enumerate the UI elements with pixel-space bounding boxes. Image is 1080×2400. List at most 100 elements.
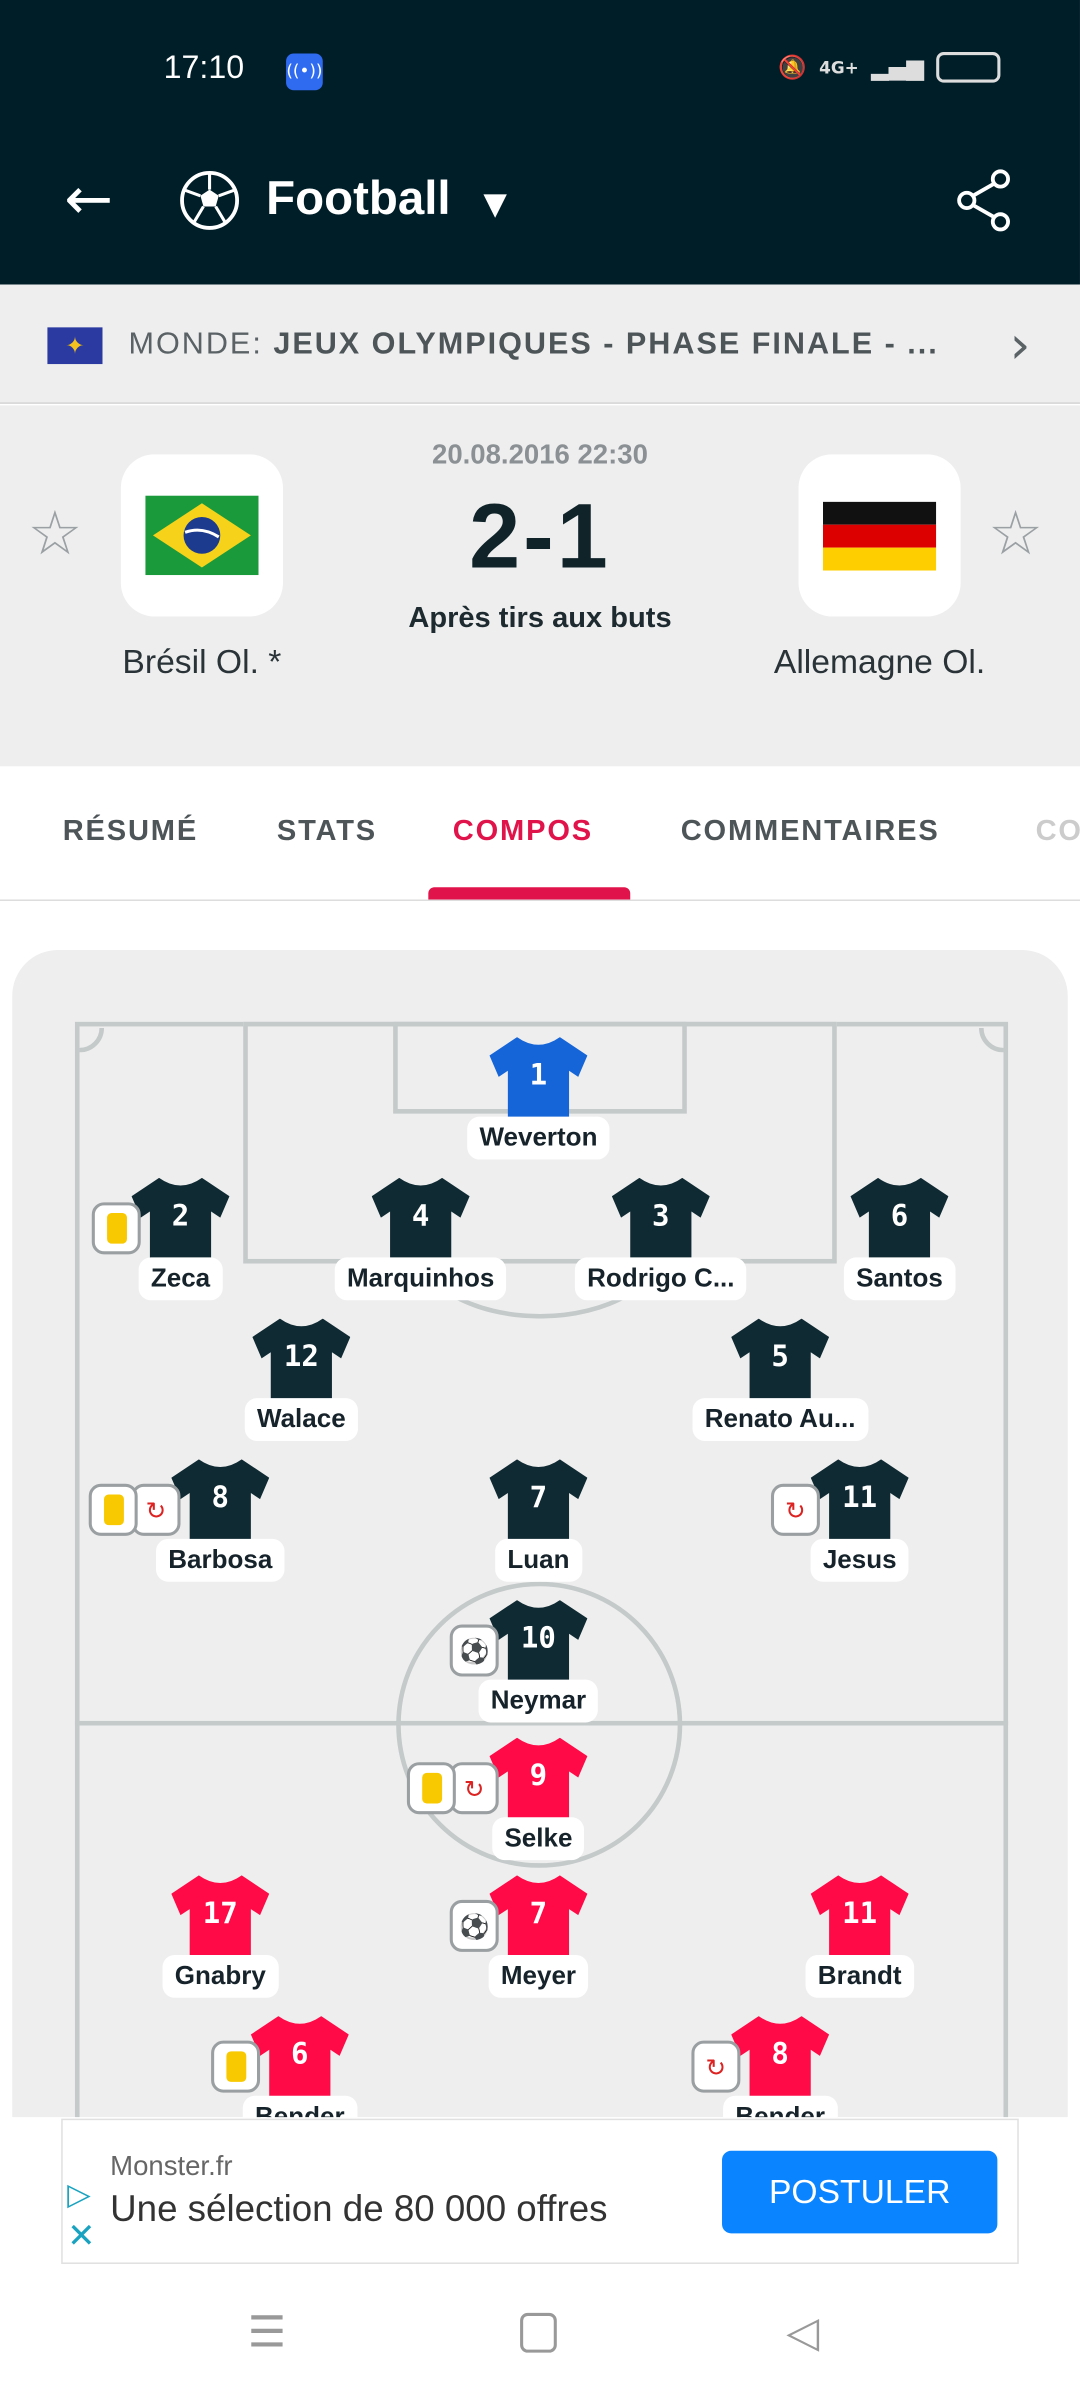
player-name[interactable]: Barbosa xyxy=(156,1538,285,1582)
player-name[interactable]: Gnabry xyxy=(162,1954,279,1998)
away-team-name[interactable]: Allemagne Ol. xyxy=(773,642,986,681)
germany-flag-icon xyxy=(822,501,937,571)
shirt-number: 7 xyxy=(529,1480,548,1515)
battery-icon xyxy=(936,52,1001,83)
player-name[interactable]: Renato Au... xyxy=(692,1398,868,1441)
player-shirt[interactable]: 5 xyxy=(731,1318,830,1408)
shirt-number: 8 xyxy=(771,2037,789,2072)
ad-source[interactable]: Monster.fr xyxy=(110,2150,233,2182)
player-name[interactable]: Rodrigo C... xyxy=(574,1257,747,1301)
tab-compos[interactable]: COMPOS xyxy=(452,815,593,848)
shirt-icon xyxy=(489,1459,588,1549)
goal-ball-icon: ⚽ xyxy=(449,1899,499,1952)
shirt-number: 8 xyxy=(211,1480,230,1515)
competition-title[interactable]: MONDE: JEUX OLYMPIQUES - PHASE FINALE - … xyxy=(128,327,938,362)
player-name[interactable]: Zeca xyxy=(138,1257,223,1301)
shirt-icon xyxy=(810,1459,909,1549)
back-button[interactable]: ← xyxy=(64,165,113,233)
player-shirt[interactable]: 1 xyxy=(489,1037,588,1126)
home-team-logo[interactable] xyxy=(120,454,283,617)
shirt-number: 10 xyxy=(520,1621,556,1656)
player-name[interactable]: Walace xyxy=(244,1398,358,1441)
ad-close-icon[interactable]: ✕ xyxy=(67,2218,96,2257)
ad-cta-button[interactable]: POSTULER xyxy=(722,2150,998,2234)
player-name[interactable]: Meyer xyxy=(488,1954,589,1998)
recent-apps-icon[interactable]: ☰ xyxy=(247,2306,287,2358)
player-name[interactable]: Santos xyxy=(843,1257,956,1301)
soccer-ball-icon xyxy=(180,170,240,230)
shirt-icon xyxy=(850,1177,949,1267)
player-shirt[interactable]: 12 xyxy=(252,1318,351,1408)
shirt-number: 7 xyxy=(529,1896,548,1931)
world-flag-icon: ✦ xyxy=(47,327,103,365)
share-icon[interactable] xyxy=(955,168,1016,232)
competition-bar[interactable] xyxy=(0,284,1080,404)
player-shirt[interactable]: 2 xyxy=(131,1177,230,1267)
shirt-icon xyxy=(731,1318,830,1408)
shirt-number: 11 xyxy=(842,1480,878,1515)
favorite-away-star-icon[interactable]: ☆ xyxy=(988,498,1044,570)
substitution-icon: ↻ xyxy=(691,2040,741,2093)
substitution-icon: ↻ xyxy=(131,1483,181,1536)
system-icons: 🔕 4G+ ▂▄▆ xyxy=(778,52,1001,83)
player-shirt[interactable]: 6 xyxy=(850,1177,949,1267)
shirt-number: 6 xyxy=(890,1199,909,1233)
sport-selector[interactable]: Football xyxy=(266,171,451,225)
player-name[interactable]: Luan xyxy=(495,1538,582,1582)
away-team-logo[interactable] xyxy=(798,454,961,617)
dropdown-caret-icon[interactable]: ▼ xyxy=(483,185,507,222)
active-tab-indicator xyxy=(428,887,631,900)
shirt-icon xyxy=(131,1177,230,1267)
player-name[interactable]: Weverton xyxy=(467,1116,610,1160)
player-shirt[interactable]: 11 xyxy=(810,1875,909,1965)
shirt-icon xyxy=(611,1177,710,1267)
player-shirt[interactable]: 4 xyxy=(371,1177,470,1267)
hotspot-icon: ((•)) xyxy=(286,53,323,91)
player-name[interactable]: Bender xyxy=(723,2095,838,2118)
player-name[interactable]: Marquinhos xyxy=(334,1257,507,1301)
yellow-card-icon xyxy=(211,2040,261,2093)
player-shirt[interactable]: 6 xyxy=(250,2016,349,2105)
tab-bar: RÉSUMÉ STATS COMPOS COMMENTAIRES CO xyxy=(0,766,1080,901)
top-bar xyxy=(0,0,1080,285)
home-team-name[interactable]: Brésil Ol. * xyxy=(122,642,282,681)
tab-more[interactable]: CO xyxy=(1035,815,1080,848)
network-label: 4G+ xyxy=(819,57,859,78)
yellow-card-icon xyxy=(91,1202,141,1255)
shirt-icon xyxy=(489,1875,588,1965)
player-shirt[interactable]: 7 xyxy=(489,1459,588,1549)
goal-ball-icon: ⚽ xyxy=(449,1624,499,1677)
shirt-icon xyxy=(489,1037,588,1126)
tab-stats[interactable]: STATS xyxy=(276,815,378,848)
player-shirt[interactable]: 7 xyxy=(489,1875,588,1965)
tab-resume[interactable]: RÉSUMÉ xyxy=(62,815,199,848)
shirt-number: 9 xyxy=(529,1759,548,1793)
shirt-icon xyxy=(489,1600,588,1689)
tab-commentaires[interactable]: COMMENTAIRES xyxy=(680,815,940,848)
player-shirt[interactable]: 17 xyxy=(171,1875,270,1965)
favorite-home-star-icon[interactable]: ☆ xyxy=(27,498,83,570)
shirt-icon xyxy=(731,2016,830,2105)
signal-icon: ▂▄▆ xyxy=(870,53,924,82)
chevron-right-icon[interactable]: › xyxy=(1009,315,1031,377)
player-shirt[interactable]: 9 xyxy=(489,1737,588,1827)
player-name[interactable]: Jesus xyxy=(810,1538,909,1582)
player-shirt[interactable]: 11 xyxy=(810,1459,909,1549)
player-shirt[interactable]: 10 xyxy=(489,1600,588,1689)
home-nav-icon[interactable] xyxy=(520,2312,557,2353)
player-shirt[interactable]: 8 xyxy=(731,2016,830,2105)
center-circle xyxy=(396,1581,683,1868)
player-name[interactable]: Selke xyxy=(492,1817,585,1861)
player-name[interactable]: Brandt xyxy=(805,1954,914,1998)
back-nav-icon[interactable]: ◁ xyxy=(786,2306,820,2358)
shirt-icon xyxy=(810,1875,909,1965)
ad-text[interactable]: Une sélection de 80 000 offres xyxy=(110,2189,608,2231)
player-name[interactable]: Bender xyxy=(242,2095,357,2118)
ad-info-icon[interactable]: ▷ xyxy=(67,2175,91,2212)
shirt-number: 4 xyxy=(411,1199,430,1233)
player-shirt[interactable]: 3 xyxy=(611,1177,710,1267)
player-name[interactable]: Neymar xyxy=(478,1679,599,1723)
player-shirt[interactable]: 8 xyxy=(171,1459,270,1549)
bell-muted-icon: 🔕 xyxy=(778,53,807,82)
